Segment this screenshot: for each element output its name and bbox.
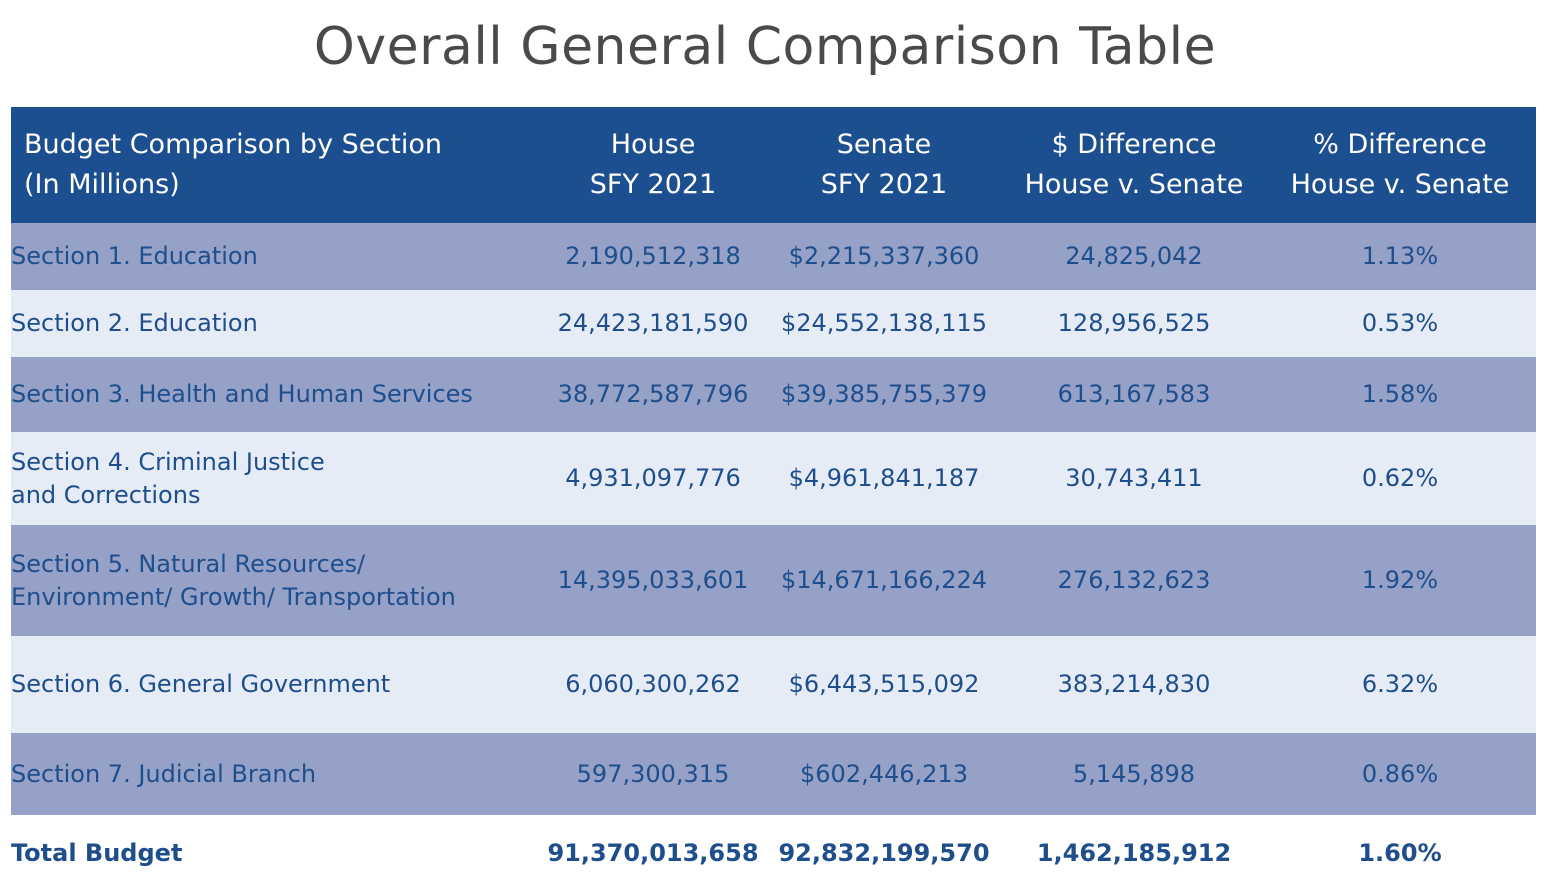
senate-value: $14,671,166,224 xyxy=(780,566,988,594)
table-header-row: Budget Comparison by Section (In Million… xyxy=(11,107,1536,223)
dollar-difference-value: 5,145,898 xyxy=(1072,759,1196,788)
table-row: Section 2. Education 24,423,181,590 $24,… xyxy=(11,290,1536,357)
header-section-line-1: Budget Comparison by Section xyxy=(24,129,442,160)
house-value: 2,190,512,318 xyxy=(565,242,741,270)
section-cell: Section 4. Criminal Justice and Correcti… xyxy=(11,446,542,512)
total-row: Total Budget 91,370,013,658 92,832,199,5… xyxy=(11,815,1536,891)
percent-difference-value: 0.62% xyxy=(1361,464,1439,492)
section-label: Section 1. Education xyxy=(11,242,258,270)
senate-value: $39,385,755,379 xyxy=(780,380,988,408)
header-percent-difference-line-2: House v. Senate xyxy=(1290,169,1510,200)
section-label: Section 6. General Government xyxy=(11,670,391,698)
dollar-difference-value: 128,956,525 xyxy=(1057,309,1211,337)
section-label-line-2: and Corrections xyxy=(11,480,201,509)
senate-value: $4,961,841,187 xyxy=(788,464,980,492)
section-cell: Section 5. Natural Resources/ Environmen… xyxy=(11,548,542,614)
section-label: Section 2. Education xyxy=(11,309,258,337)
senate-value: $602,446,213 xyxy=(800,759,968,788)
header-senate-line-1: Senate xyxy=(836,129,932,160)
comparison-table: Budget Comparison by Section (In Million… xyxy=(11,107,1536,891)
page-title: Overall General Comparison Table xyxy=(313,17,1217,77)
house-value: 38,772,587,796 xyxy=(557,380,749,408)
senate-value: $24,552,138,115 xyxy=(780,309,988,337)
section-cell: Section 6. General Government xyxy=(11,668,542,701)
house-value: 4,931,097,776 xyxy=(565,464,741,492)
table-row: Section 1. Education 2,190,512,318 $2,21… xyxy=(11,223,1536,290)
section-cell: Section 7. Judicial Branch xyxy=(11,758,542,791)
header-dollar-difference: $ Difference House v. Senate xyxy=(1004,125,1264,205)
house-value: 597,300,315 xyxy=(576,759,730,788)
header-percent-difference: % Difference House v. Senate xyxy=(1264,125,1536,205)
total-label: Total Budget xyxy=(11,838,183,867)
section-label: Section 3. Health and Human Services xyxy=(11,380,473,408)
total-house-value: 91,370,013,658 xyxy=(547,838,759,867)
header-house-line-2: SFY 2021 xyxy=(589,169,717,200)
header-section: Budget Comparison by Section (In Million… xyxy=(11,125,542,205)
section-label: Section 7. Judicial Branch xyxy=(11,759,317,788)
percent-difference-value: 6.32% xyxy=(1361,670,1439,698)
section-cell: Section 1. Education xyxy=(11,240,542,273)
table-row: Section 6. General Government 6,060,300,… xyxy=(11,636,1536,733)
table-row: Section 4. Criminal Justice and Correcti… xyxy=(11,432,1536,525)
dollar-difference-value: 24,825,042 xyxy=(1065,242,1203,270)
percent-difference-value: 0.53% xyxy=(1361,309,1439,337)
senate-value: $6,443,515,092 xyxy=(788,670,980,698)
house-value: 6,060,300,262 xyxy=(565,670,741,698)
header-house-line-1: House xyxy=(610,129,696,160)
header-section-line-2: (In Millions) xyxy=(24,169,180,200)
section-label-line-2: Environment/ Growth/ Transportation xyxy=(11,582,456,611)
header-senate-line-2: SFY 2021 xyxy=(820,169,948,200)
header-dollar-difference-line-2: House v. Senate xyxy=(1024,169,1244,200)
header-percent-difference-line-1: % Difference xyxy=(1313,129,1487,160)
section-label-line-1: Section 5. Natural Resources/ xyxy=(11,549,366,578)
section-cell: Section 3. Health and Human Services xyxy=(11,378,542,411)
total-senate-value: 92,832,199,570 xyxy=(778,838,990,867)
table-row: Section 5. Natural Resources/ Environmen… xyxy=(11,525,1536,636)
dollar-difference-value: 276,132,623 xyxy=(1057,566,1211,594)
percent-difference-value: 1.92% xyxy=(1361,566,1439,594)
total-dollar-difference-value: 1,462,185,912 xyxy=(1036,838,1232,867)
section-label-line-1: Section 4. Criminal Justice xyxy=(11,447,325,476)
house-value: 24,423,181,590 xyxy=(557,309,749,337)
section-cell: Section 2. Education xyxy=(11,307,542,340)
table-row: Section 7. Judicial Branch 597,300,315 $… xyxy=(11,733,1536,815)
total-percent-difference-value: 1.60% xyxy=(1358,838,1442,867)
header-house: House SFY 2021 xyxy=(542,125,764,205)
dollar-difference-value: 613,167,583 xyxy=(1057,380,1211,408)
percent-difference-value: 1.13% xyxy=(1361,242,1439,270)
header-dollar-difference-line-1: $ Difference xyxy=(1051,129,1217,160)
house-value: 14,395,033,601 xyxy=(557,566,749,594)
dollar-difference-value: 30,743,411 xyxy=(1065,464,1203,492)
percent-difference-value: 0.86% xyxy=(1361,759,1439,788)
header-senate: Senate SFY 2021 xyxy=(764,125,1004,205)
percent-difference-value: 1.58% xyxy=(1361,380,1439,408)
senate-value: $2,215,337,360 xyxy=(788,242,980,270)
dollar-difference-value: 383,214,830 xyxy=(1057,670,1211,698)
table-row: Section 3. Health and Human Services 38,… xyxy=(11,357,1536,432)
